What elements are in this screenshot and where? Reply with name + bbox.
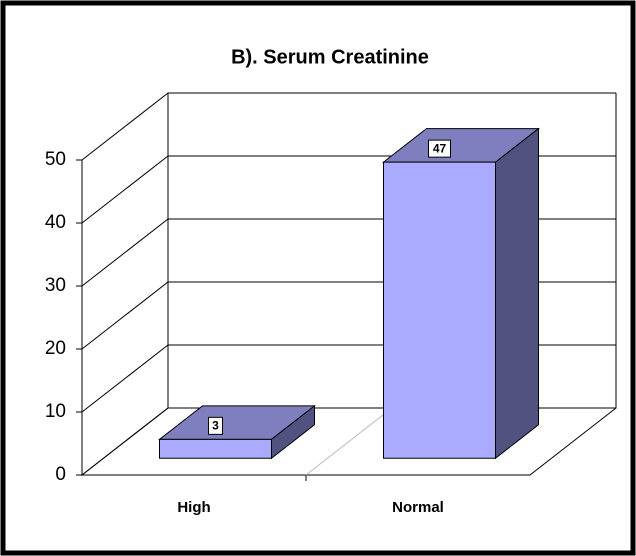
- x-tick-label: Normal: [392, 499, 444, 516]
- grid-line: [81, 92, 616, 161]
- y-tick-label: 20: [45, 338, 66, 359]
- floor: [82, 407, 617, 476]
- x-tick-label: High: [177, 499, 210, 516]
- value-label-box: [208, 416, 223, 435]
- y-tick-label: 10: [45, 401, 66, 422]
- value-label-box: [428, 139, 451, 158]
- value-label: 3: [212, 419, 219, 433]
- y-tick-label: 30: [45, 275, 66, 296]
- category-divider: [305, 407, 393, 476]
- y-tick-label: 50: [45, 149, 66, 170]
- bar: [159, 438, 272, 459]
- value-label: 47: [433, 141, 447, 155]
- chart-title: B). Serum Creatinine: [231, 46, 429, 68]
- bar-side: [495, 127, 539, 460]
- bar: [383, 161, 496, 459]
- y-tick-label: 40: [45, 212, 66, 233]
- y-tick-label: 0: [55, 464, 66, 485]
